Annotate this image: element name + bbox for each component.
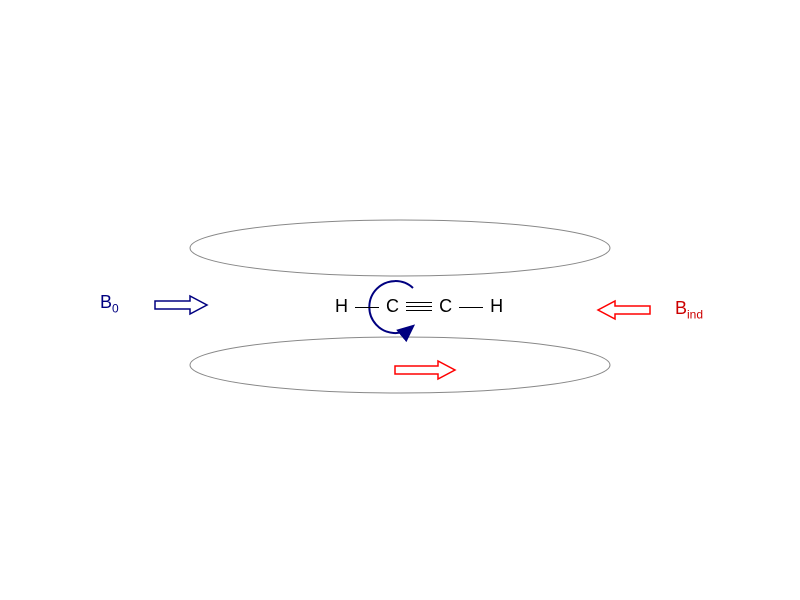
ring-current-bottom [190,337,610,393]
atom-h1: H [335,296,348,316]
atom-h2: H [490,296,503,316]
ring-current-top [190,220,610,276]
bind-label: Bind [675,298,703,322]
b0-text: B [100,292,112,312]
single-bond-2 [459,307,483,308]
molecule: H C C H [335,296,503,317]
b0-arrow [155,296,207,314]
b0-label: B0 [100,292,119,316]
atom-c2: C [439,296,452,316]
single-bond-1 [355,307,379,308]
triple-bond [406,302,432,312]
b0-sub: 0 [112,302,119,316]
bind-sub: ind [687,308,703,322]
atom-c1: C [386,296,399,316]
bottom-induced-arrow [395,361,455,379]
bind-text: B [675,298,687,318]
bind-arrow [598,301,650,319]
